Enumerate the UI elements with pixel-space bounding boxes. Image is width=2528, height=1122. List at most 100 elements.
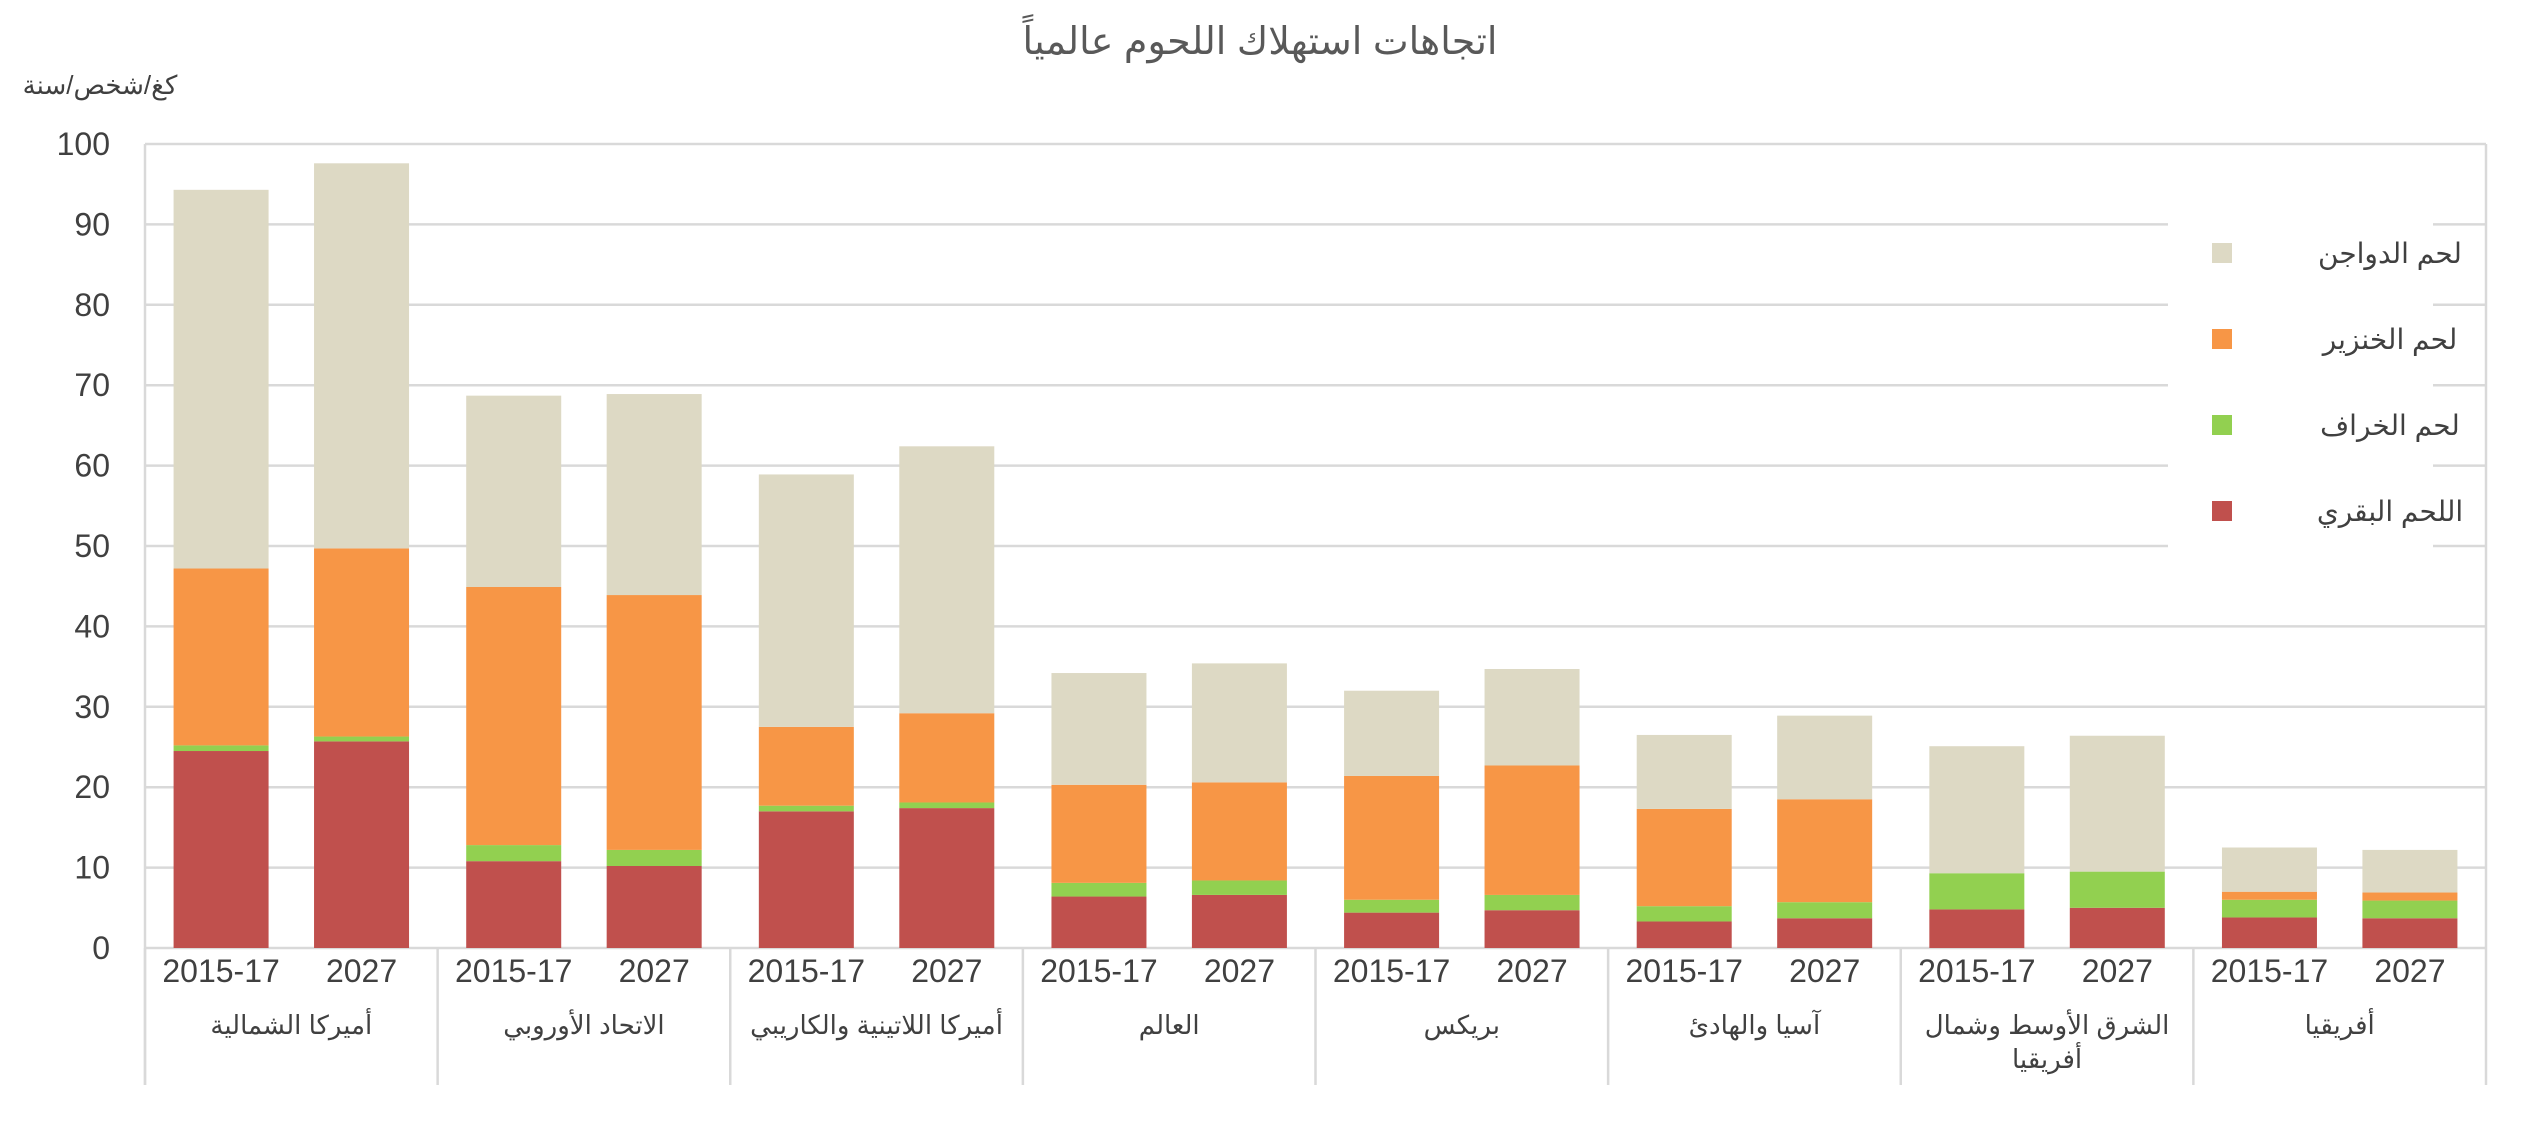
bar-segment	[314, 741, 410, 948]
y-tick-label: 90	[74, 206, 110, 242]
bar-segment	[1051, 882, 1147, 897]
bar-segment	[758, 474, 854, 727]
bar-segment	[1929, 909, 2025, 948]
x-tick-label: 2015-17	[1625, 953, 1742, 989]
bar-segment	[758, 811, 854, 948]
bar-segment	[1344, 690, 1440, 776]
y-tick-label: 20	[74, 769, 110, 805]
y-tick-label: 50	[74, 528, 110, 564]
bar-segment	[2221, 847, 2317, 892]
bar-segment	[1636, 808, 1732, 907]
bar-segment	[606, 849, 702, 866]
bar-segment	[1484, 765, 1580, 895]
bar-segment	[758, 726, 854, 806]
bar-segment	[899, 802, 995, 809]
y-tick-label: 10	[74, 850, 110, 886]
group-label: أفريقيا	[2305, 1007, 2375, 1041]
bar-segment	[1484, 910, 1580, 948]
bar-segment	[1777, 799, 1873, 903]
bar-segment	[2362, 918, 2458, 948]
y-tick-label: 40	[74, 608, 110, 644]
y-tick-label: 60	[74, 448, 110, 484]
bar-segment	[466, 587, 562, 846]
x-tick-label: 2015-17	[455, 953, 572, 989]
bar-segment	[1344, 775, 1440, 900]
group-label: العالم	[1139, 1010, 1200, 1041]
x-tick-label: 2027	[619, 953, 690, 989]
bar-segment	[466, 395, 562, 588]
bar-segment	[2362, 900, 2458, 919]
legend-swatch	[2212, 243, 2232, 263]
group-label: بريكس	[1424, 1010, 1500, 1041]
x-tick-label: 2027	[1204, 953, 1275, 989]
bar-segment	[2362, 849, 2458, 893]
bar-segment	[1051, 784, 1147, 883]
x-tick-label: 2015-17	[748, 953, 865, 989]
x-tick-label: 2015-17	[2211, 953, 2328, 989]
bar-segment	[899, 446, 995, 714]
bar-segment	[2221, 891, 2317, 900]
bar-segment	[1191, 663, 1287, 783]
legend-label: لحم الدواجن	[2318, 238, 2462, 270]
x-tick-label: 2027	[1496, 953, 1567, 989]
bar-segment	[2221, 917, 2317, 948]
x-tick-label: 2027	[326, 953, 397, 989]
bar-segment	[2069, 735, 2165, 872]
bar-segment	[314, 163, 410, 549]
bar-segment	[1484, 894, 1580, 911]
group-label: الشرق الأوسط وشمال	[1925, 1008, 2170, 1041]
bar-segment	[466, 861, 562, 948]
y-tick-label: 100	[57, 126, 110, 162]
x-tick-label: 2027	[2082, 953, 2153, 989]
legend-label: لحم الخراف	[2320, 410, 2460, 442]
bar-segment	[1191, 782, 1287, 881]
bar-segment	[173, 568, 269, 746]
y-tick-label: 30	[74, 689, 110, 725]
bar-segment	[1191, 894, 1287, 948]
bar-segment	[1636, 734, 1732, 809]
bar-segment	[2362, 892, 2458, 901]
bar-segment	[758, 805, 854, 812]
group-label: أميركا الشمالية	[210, 1007, 372, 1041]
x-tick-label: 2027	[911, 953, 982, 989]
bar-segment	[314, 736, 410, 742]
bar-segment	[899, 713, 995, 803]
bar-segment	[2069, 871, 2165, 908]
bar-segment	[173, 751, 269, 948]
group-label: الاتحاد الأوروبي	[503, 1008, 664, 1041]
bar-segment	[466, 845, 562, 862]
chart-title: اتجاهات استهلاك اللحوم عالمياً	[1022, 14, 1497, 64]
x-tick-label: 2027	[2374, 953, 2445, 989]
y-tick-label: 70	[74, 367, 110, 403]
bar-segment	[606, 865, 702, 948]
bar-segment	[1344, 899, 1440, 913]
bar-segment	[1051, 673, 1147, 785]
bar-segment	[1929, 746, 2025, 874]
bar-segment	[1636, 906, 1732, 922]
plot-area: 0 10 20 30 40 50 60 70 80 90 100 2015-17 2027 2015-17…	[57, 126, 2488, 1085]
x-tick-label: 2027	[1789, 953, 1860, 989]
bar-segment	[314, 548, 410, 737]
bar-segment	[1777, 918, 1873, 948]
x-tick-label: 2015-17	[1040, 953, 1157, 989]
legend: لحم الدواجن لحم الخنزير لحم الخراف اللحم ال…	[2168, 205, 2463, 562]
bar-segment	[606, 595, 702, 850]
group-label: أفريقيا	[2012, 1041, 2082, 1075]
y-tick-label: 80	[74, 287, 110, 323]
group-label: آسيا والهادئ	[1689, 1009, 1822, 1041]
bar-segment	[2221, 899, 2317, 918]
bar-segment	[606, 394, 702, 596]
y-axis-unit-label: كغ/شخص/سنة	[23, 70, 178, 101]
x-tick-label: 2015-17	[162, 953, 279, 989]
x-tick-label: 2015-17	[1333, 953, 1450, 989]
bar-segment	[1191, 880, 1287, 895]
bar-segment	[1929, 873, 2025, 910]
y-tick-label: 0	[92, 930, 110, 966]
bar-segment	[1051, 896, 1147, 948]
bar-segment	[1484, 669, 1580, 766]
legend-swatch	[2212, 415, 2232, 435]
bar-segment	[899, 808, 995, 948]
group-label: أميركا اللاتينية والكاريبي	[750, 1007, 1003, 1041]
bar-segment	[1636, 921, 1732, 948]
